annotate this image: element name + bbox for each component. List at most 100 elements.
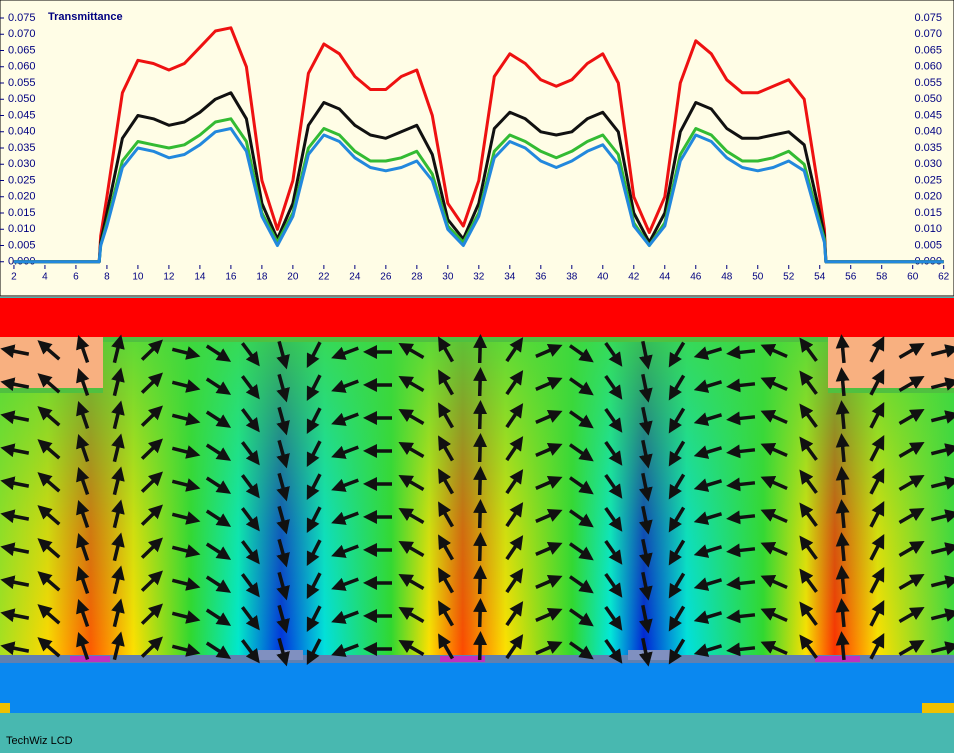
director-arrow xyxy=(638,340,653,370)
director-arrow xyxy=(505,436,524,462)
director-arrow xyxy=(726,378,756,393)
director-arrow xyxy=(111,367,125,397)
x-tick-label: 6 xyxy=(73,272,79,283)
x-tick-label: 54 xyxy=(814,272,826,283)
director-arrow xyxy=(0,575,30,590)
director-arrow xyxy=(568,443,594,462)
director-arrow xyxy=(473,367,488,397)
director-arrow xyxy=(668,572,686,599)
director-arrow xyxy=(668,539,686,566)
director-arrow xyxy=(438,567,454,594)
director-arrow xyxy=(760,409,788,425)
director-arrow xyxy=(505,337,524,363)
director-arrow xyxy=(799,502,818,527)
director-arrow xyxy=(438,600,454,627)
director-arrow xyxy=(505,568,524,594)
director-arrow xyxy=(438,435,454,462)
director-arrow xyxy=(438,534,454,561)
director-arrow xyxy=(276,439,290,469)
director-arrow xyxy=(76,631,90,660)
director-arrow xyxy=(241,474,260,499)
director-arrow xyxy=(37,472,61,493)
director-arrow xyxy=(76,433,90,462)
director-arrow xyxy=(898,474,925,492)
director-arrow xyxy=(241,408,260,433)
x-tick-label: 52 xyxy=(783,272,795,283)
director-arrow xyxy=(111,400,125,430)
y-tick-label: 0.020 xyxy=(8,191,36,203)
director-arrow xyxy=(0,608,30,623)
x-tick-label: 48 xyxy=(721,272,733,283)
director-arrow xyxy=(930,377,954,391)
y2-tick-label: 0.020 xyxy=(914,191,942,203)
director-arrow xyxy=(693,544,723,558)
director-arrow xyxy=(898,342,925,360)
director-arrow xyxy=(140,372,163,394)
director-arrow xyxy=(726,444,756,459)
x-tick-label: 36 xyxy=(535,272,547,283)
director-arrow xyxy=(930,443,954,457)
director-arrow xyxy=(760,343,788,359)
director-arrow xyxy=(111,598,125,628)
director-arrow xyxy=(473,499,488,529)
director-arrow xyxy=(331,379,359,393)
director-arrow xyxy=(535,475,563,490)
y2-tick-label: 0.070 xyxy=(914,28,942,40)
director-arrow xyxy=(473,565,488,595)
director-arrow xyxy=(760,475,788,491)
y2-tick-label: 0.010 xyxy=(914,223,942,235)
series-line xyxy=(13,117,944,264)
director-arrow xyxy=(438,369,454,396)
director-arrow xyxy=(76,466,90,495)
director-arrow xyxy=(76,499,90,528)
director-arrow xyxy=(835,400,850,430)
x-tick-label: 2 xyxy=(11,272,17,283)
director-arrow xyxy=(306,506,322,534)
director-arrow xyxy=(568,344,594,363)
simulation-view: TechWiz LCD xyxy=(0,297,954,753)
director-arrow xyxy=(760,442,788,458)
x-tick-label: 62 xyxy=(938,272,950,283)
director-arrow xyxy=(331,478,359,492)
director-arrow xyxy=(898,441,925,459)
director-arrow xyxy=(37,373,61,394)
director-arrow xyxy=(760,574,788,590)
director-arrow xyxy=(693,379,723,393)
director-arrow xyxy=(869,369,885,396)
director-arrow xyxy=(306,407,322,435)
director-arrow xyxy=(799,337,818,362)
director-arrow xyxy=(473,532,488,562)
director-arrow xyxy=(205,641,232,659)
director-arrow xyxy=(398,573,425,591)
director-arrow xyxy=(473,400,488,430)
x-tick-label: 4 xyxy=(42,272,48,283)
director-arrow xyxy=(398,441,425,459)
director-arrow xyxy=(37,571,61,592)
director-arrow xyxy=(760,376,788,392)
y2-tick-label: 0.050 xyxy=(914,93,942,105)
director-arrow xyxy=(535,574,563,589)
director-arrow xyxy=(205,542,232,560)
y-tick-label: 0.065 xyxy=(8,44,36,56)
x-tick-label: 58 xyxy=(876,272,888,283)
director-arrow xyxy=(535,541,563,556)
director-arrow xyxy=(799,568,818,593)
director-arrow xyxy=(111,433,125,463)
y-tick-label: 0.045 xyxy=(8,109,36,121)
director-arrow xyxy=(693,643,723,657)
director-arrow xyxy=(535,508,563,523)
x-tick-label: 44 xyxy=(659,272,671,283)
director-arrow xyxy=(638,472,653,502)
director-arrow xyxy=(37,439,61,460)
director-arrow xyxy=(306,572,322,600)
chart-panel xyxy=(0,0,954,297)
director-arrow xyxy=(869,435,885,462)
director-arrow xyxy=(668,341,686,368)
director-arrow xyxy=(37,538,61,559)
x-tick-label: 8 xyxy=(104,272,110,283)
director-arrow xyxy=(111,631,125,661)
director-arrow xyxy=(205,410,232,428)
director-arrow xyxy=(276,505,290,535)
